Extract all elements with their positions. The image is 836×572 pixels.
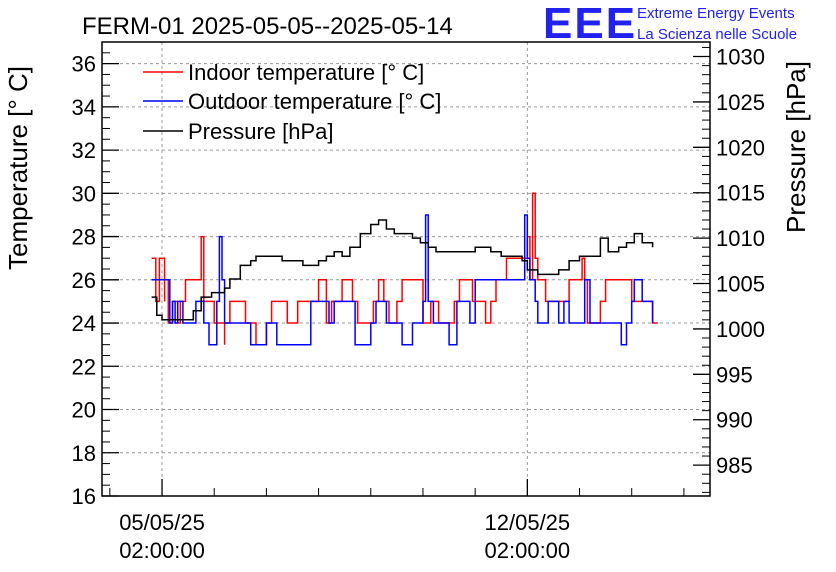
x-tick-date: 05/05/25 bbox=[119, 510, 205, 535]
series-line-0 bbox=[151, 192, 658, 346]
left-tick-label: 36 bbox=[72, 52, 96, 77]
left-tick-label: 22 bbox=[72, 354, 96, 379]
legend-label-pressure: Pressure [hPa] bbox=[188, 119, 334, 144]
x-tick-time: 02:00:00 bbox=[119, 538, 205, 563]
x-axis: 05/05/25 02:00:00 12/05/25 02:00:00 bbox=[109, 479, 685, 563]
left-axis: 16 18 20 22 24 26 28 30 32 34 36 bbox=[72, 41, 119, 509]
right-tick-label: 1020 bbox=[716, 135, 765, 160]
right-tick-label: 995 bbox=[716, 362, 753, 387]
right-tick-label: 1030 bbox=[716, 45, 765, 70]
y-axis-left-label: Temperature [° C] bbox=[3, 66, 33, 270]
legend-label-indoor: Indoor temperature [° C] bbox=[188, 60, 424, 85]
left-tick-label: 24 bbox=[72, 311, 96, 336]
legend-label-outdoor: Outdoor temperature [° C] bbox=[188, 89, 441, 114]
right-tick-label: 1025 bbox=[716, 90, 765, 115]
eee-logo: EEE bbox=[543, 0, 638, 48]
left-tick-label: 30 bbox=[72, 181, 96, 206]
right-tick-label: 1015 bbox=[716, 181, 765, 206]
right-tick-label: 1000 bbox=[716, 317, 765, 342]
eee-logo-text: Extreme Energy Events La Scienza nelle S… bbox=[637, 3, 797, 45]
left-tick-label: 18 bbox=[72, 441, 96, 466]
left-tick-label: 26 bbox=[72, 268, 96, 293]
y-axis-right-label: Pressure [hPa] bbox=[781, 61, 811, 233]
logo-line-2: La Scienza nelle Scuole bbox=[637, 26, 798, 43]
left-tick-label: 28 bbox=[72, 225, 96, 250]
chart-title: FERM-01 2025-05-05--2025-05-14 bbox=[82, 13, 453, 40]
x-tick-time: 02:00:00 bbox=[485, 538, 571, 563]
right-tick-label: 1005 bbox=[716, 272, 765, 297]
series-line-1 bbox=[151, 214, 654, 346]
x-tick-date: 12/05/25 bbox=[485, 510, 571, 535]
series-layer bbox=[151, 192, 658, 346]
logo-line-1: Extreme Energy Events bbox=[637, 5, 795, 22]
legend: Indoor temperature [° C] Outdoor tempera… bbox=[143, 60, 441, 144]
left-tick-label: 20 bbox=[72, 398, 96, 423]
series-line-2 bbox=[151, 219, 654, 321]
right-axis: 985 990 995 1000 1005 1010 1015 1020 1025 1030 bbox=[693, 45, 765, 493]
right-tick-label: 1010 bbox=[716, 226, 765, 251]
right-tick-label: 985 bbox=[716, 453, 753, 478]
left-tick-label: 16 bbox=[72, 484, 96, 509]
right-tick-label: 990 bbox=[716, 408, 753, 433]
left-tick-label: 34 bbox=[72, 95, 96, 120]
left-tick-label: 32 bbox=[72, 138, 96, 163]
